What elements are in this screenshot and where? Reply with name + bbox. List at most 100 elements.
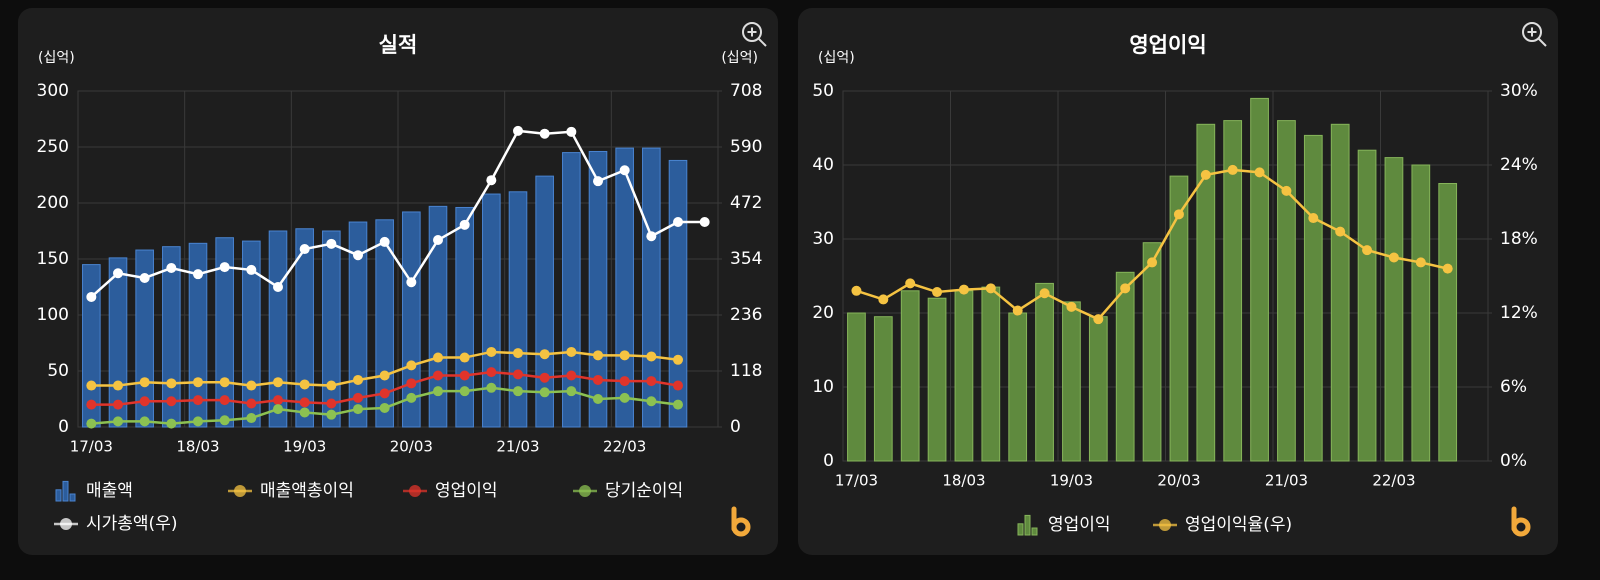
x-tick-label: 18/03 (942, 472, 985, 490)
point (513, 369, 523, 380)
point (459, 219, 470, 230)
bar (508, 191, 528, 428)
point (566, 346, 577, 357)
y-tick-label: 10 (812, 377, 834, 397)
point (486, 175, 497, 186)
bar (1035, 282, 1054, 462)
point (219, 377, 230, 388)
point (139, 377, 150, 388)
y2-tick-label: 236 (730, 305, 762, 325)
legend-item[interactable]: 영업이익 (1017, 514, 1111, 536)
y2-tick-label: 0 (730, 417, 741, 437)
bar (322, 230, 341, 428)
legend-label: 매출액 (86, 481, 133, 501)
point (246, 264, 257, 275)
legend-icon (409, 485, 421, 497)
y2-tick-label: 18% (1500, 229, 1538, 249)
point (1388, 252, 1399, 263)
chart-title: 실적 (379, 33, 418, 57)
point (433, 235, 443, 246)
point (246, 380, 257, 391)
point (459, 370, 470, 381)
point (513, 386, 523, 397)
legend-item[interactable]: 영업이익 (403, 481, 498, 501)
x-tick-label: 17/03 (70, 438, 113, 456)
point (513, 125, 523, 136)
bar (1115, 271, 1135, 462)
y2-tick-label: 118 (730, 361, 762, 381)
point (486, 367, 497, 378)
bar (1277, 120, 1296, 462)
point (486, 346, 497, 357)
chart-title: 영업이익 (1129, 33, 1206, 57)
bar (1438, 183, 1458, 462)
y-tick-label: 50 (47, 361, 69, 381)
bar (428, 205, 448, 428)
point (539, 349, 550, 360)
legend-item[interactable]: 시가총액(우) (54, 514, 177, 534)
point (193, 269, 203, 280)
point (353, 250, 363, 261)
point (646, 351, 657, 362)
point (593, 394, 603, 404)
point (1200, 169, 1211, 180)
point (593, 350, 603, 361)
point (513, 348, 523, 359)
point (299, 407, 310, 418)
y-tick-label: 0 (823, 451, 834, 471)
point (86, 380, 97, 391)
bar (1357, 149, 1377, 462)
point (193, 395, 203, 406)
legend-item[interactable]: 매출액 (55, 480, 133, 502)
y-tick-label: 150 (37, 249, 69, 269)
x-tick-label: 22/03 (1372, 472, 1415, 490)
point (353, 374, 363, 385)
y2-unit: (십억) (721, 50, 758, 66)
x-tick-label: 20/03 (390, 438, 433, 456)
point (1415, 257, 1426, 268)
point (273, 282, 283, 292)
point (139, 416, 150, 427)
legend-item[interactable]: 당기순이익 (573, 481, 683, 501)
point (246, 413, 257, 424)
point (1227, 164, 1238, 175)
x-tick-label: 17/03 (835, 472, 878, 490)
point (273, 404, 283, 415)
x-tick-label: 18/03 (176, 438, 219, 456)
bar (348, 221, 368, 428)
point (406, 277, 417, 288)
point (219, 415, 230, 426)
point (905, 278, 916, 289)
point (459, 386, 470, 397)
bar (900, 290, 920, 462)
zoom-button[interactable] (1522, 22, 1547, 47)
legend-label: 영업이익 (435, 481, 498, 501)
point (646, 396, 657, 407)
y2-tick-label: 0% (1500, 451, 1527, 471)
bar (981, 286, 1001, 462)
point (326, 238, 337, 249)
legend-icon (55, 489, 62, 502)
bar (1250, 97, 1269, 462)
zoom-button[interactable] (742, 22, 767, 47)
logo (731, 506, 751, 537)
bar (1062, 301, 1081, 462)
legend-item[interactable]: 매출액총이익 (228, 481, 354, 501)
point (273, 377, 283, 388)
point (1308, 213, 1319, 224)
x-tick-label: 19/03 (283, 438, 326, 456)
point (566, 370, 577, 381)
point (566, 126, 577, 137)
point (326, 380, 337, 391)
bar (1223, 120, 1243, 462)
y-tick-label: 100 (37, 305, 69, 325)
point (406, 378, 417, 389)
legend-item[interactable]: 영업이익율(우) (1153, 515, 1292, 535)
plot-frame (77, 90, 719, 428)
bar (1008, 312, 1028, 462)
point (1039, 288, 1050, 299)
plot-frame (842, 90, 1489, 462)
y2-tick-label: 472 (730, 193, 762, 213)
